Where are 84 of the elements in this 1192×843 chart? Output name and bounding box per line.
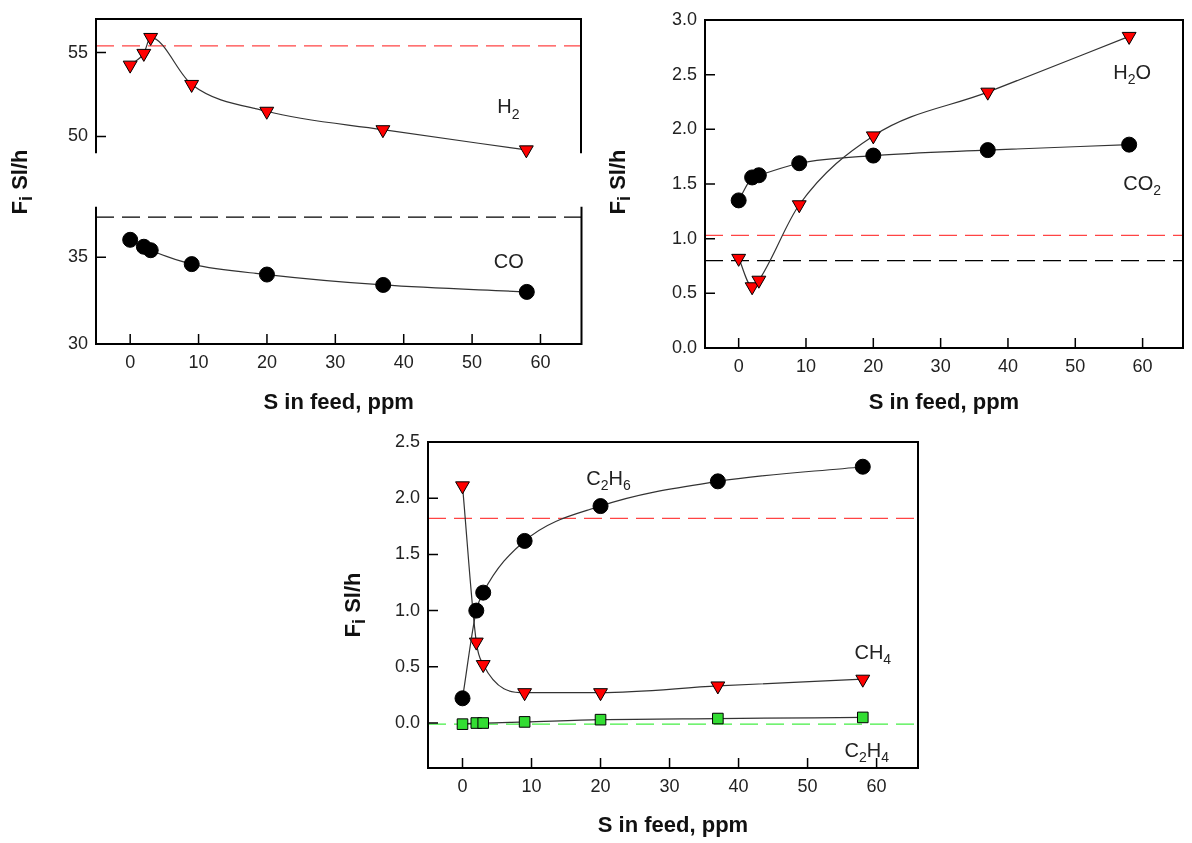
- y-tick-label: 50: [67, 125, 88, 146]
- point: [791, 200, 807, 214]
- point: [142, 242, 159, 259]
- x-tick-label: 0: [125, 351, 136, 372]
- x-tick-label: 0: [457, 775, 468, 796]
- point: [517, 688, 533, 702]
- point: [456, 718, 469, 730]
- x-tick-label: 30: [325, 351, 346, 372]
- y-tick-label: 1.0: [394, 599, 420, 620]
- point: [122, 60, 138, 74]
- point: [183, 256, 200, 273]
- point: [854, 458, 871, 475]
- x-tick-label: 50: [1065, 355, 1086, 376]
- point: [184, 79, 200, 93]
- point: [468, 602, 485, 619]
- x-axis-title: S in feed, ppm: [868, 388, 1020, 414]
- x-tick-label: 40: [728, 775, 749, 796]
- point: [593, 688, 608, 702]
- x-tick-label: 10: [521, 775, 542, 796]
- point: [856, 711, 869, 724]
- point: [744, 282, 760, 296]
- x-tick-label: 30: [930, 355, 951, 376]
- point: [751, 275, 767, 289]
- point: [709, 473, 726, 490]
- y-tick-label: 0.5: [394, 655, 420, 676]
- point: [475, 660, 491, 674]
- point: [259, 106, 275, 120]
- point: [475, 584, 492, 601]
- series-label: CO: [493, 250, 524, 273]
- x-tick-label: 40: [997, 355, 1018, 376]
- y-tick-label: 35: [67, 246, 88, 267]
- x-tick-label: 20: [590, 775, 611, 796]
- point: [454, 690, 471, 707]
- point: [136, 48, 152, 62]
- point: [791, 155, 808, 172]
- y-tick-label: 0.5: [671, 282, 697, 303]
- point: [375, 276, 392, 293]
- y-tick-label: 2.5: [394, 430, 420, 451]
- y-tick-label: 2.5: [671, 63, 697, 84]
- point: [468, 637, 484, 651]
- point: [258, 266, 275, 283]
- y-tick-label: 1.5: [671, 172, 697, 193]
- x-tick-label: 10: [795, 355, 816, 376]
- point: [518, 283, 535, 300]
- y-tick-label: 0.0: [671, 336, 697, 357]
- point: [710, 681, 726, 695]
- x-tick-label: 10: [188, 351, 209, 372]
- x-tick-label: 0: [733, 355, 744, 376]
- y-tick-label: 1.5: [394, 543, 420, 564]
- point: [518, 716, 531, 728]
- point: [455, 481, 470, 495]
- point: [592, 498, 609, 515]
- y-tick-label: 1.0: [671, 227, 697, 248]
- point: [594, 713, 607, 726]
- y-tick-label: 55: [67, 41, 88, 62]
- point: [712, 712, 724, 725]
- point: [518, 145, 534, 159]
- x-tick-label: 20: [863, 355, 884, 376]
- x-tick-label: 50: [797, 775, 818, 796]
- point: [143, 32, 159, 46]
- x-tick-label: 20: [256, 351, 277, 372]
- point: [122, 231, 139, 248]
- x-tick-label: 40: [393, 351, 414, 372]
- point: [865, 131, 881, 145]
- y-tick-label: 2.0: [394, 487, 420, 508]
- point: [730, 192, 747, 209]
- point: [855, 674, 871, 688]
- point: [516, 532, 533, 549]
- y-tick-label: 2.0: [671, 118, 697, 139]
- x-tick-label: 60: [1132, 355, 1153, 376]
- y-tick-label: 3.0: [671, 8, 697, 29]
- x-axis-title: S in feed, ppm: [263, 388, 414, 414]
- point: [477, 717, 490, 729]
- point: [979, 142, 996, 159]
- y-tick-label: 0.0: [394, 712, 420, 732]
- y-tick-label: 30: [67, 332, 88, 353]
- x-tick-label: 60: [530, 351, 551, 372]
- x-tick-label: 50: [462, 351, 483, 372]
- x-tick-label: 60: [866, 775, 887, 796]
- point: [375, 125, 391, 139]
- point: [1121, 136, 1138, 153]
- point: [731, 253, 747, 267]
- x-axis-title: S in feed, ppm: [597, 811, 749, 837]
- point: [865, 147, 882, 164]
